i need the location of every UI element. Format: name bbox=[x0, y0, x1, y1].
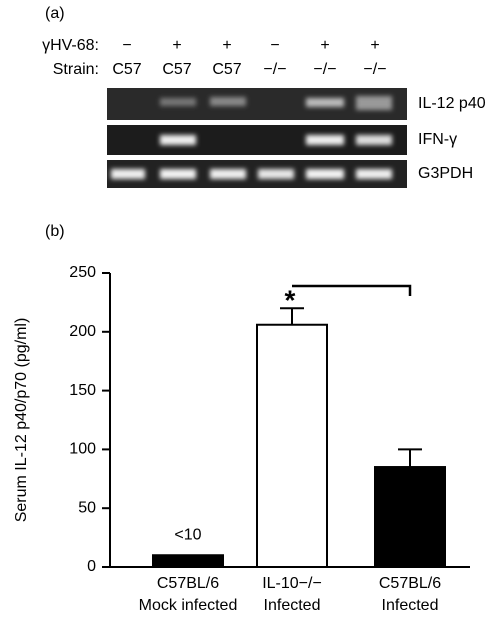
y-tick-label: 150 bbox=[69, 382, 96, 399]
y-tick-label: 50 bbox=[78, 499, 96, 516]
y-axis-label: Serum IL-12 p40/p70 (pg/ml) bbox=[13, 318, 30, 523]
lane-label: + bbox=[172, 37, 181, 54]
gel-bands bbox=[111, 96, 392, 179]
y-tick-label: 200 bbox=[69, 323, 96, 340]
annotation: * bbox=[285, 284, 296, 315]
x-tick-label: Infected bbox=[382, 597, 439, 614]
lane-label: + bbox=[320, 37, 329, 54]
bar bbox=[256, 323, 328, 568]
panel-label: (b) bbox=[45, 223, 65, 240]
lane-label: + bbox=[370, 37, 379, 54]
x-tick-label: Infected bbox=[264, 597, 321, 614]
lane-label: C57 bbox=[212, 61, 241, 78]
y-tick-label: 0 bbox=[87, 558, 96, 575]
bar bbox=[152, 554, 224, 568]
bar bbox=[374, 466, 446, 569]
gel-image bbox=[107, 88, 407, 188]
lane-label: −/− bbox=[313, 61, 336, 78]
x-tick-label: IL-10−/− bbox=[262, 575, 322, 592]
row-label: Strain: bbox=[53, 61, 99, 78]
band-label: G3PDH bbox=[418, 165, 473, 182]
band-label: IL-12 p40 bbox=[418, 95, 486, 112]
lane-label: C57 bbox=[162, 61, 191, 78]
x-tick-label: Mock infected bbox=[139, 597, 238, 614]
lane-label: − bbox=[122, 37, 131, 54]
lane-label: −/− bbox=[263, 61, 286, 78]
lane-label: C57 bbox=[112, 61, 141, 78]
value-label: <10 bbox=[174, 526, 201, 543]
band-label: IFN-γ bbox=[418, 131, 457, 148]
x-tick-label: C57BL/6 bbox=[157, 575, 219, 592]
x-tick-label: C57BL/6 bbox=[379, 575, 441, 592]
panel-label: (a) bbox=[45, 5, 65, 22]
row-label: γHV-68: bbox=[42, 37, 99, 54]
y-tick-label: 250 bbox=[69, 264, 96, 281]
lane-label: −/− bbox=[363, 61, 386, 78]
y-tick-label: 100 bbox=[69, 441, 96, 458]
lane-label: + bbox=[222, 37, 231, 54]
lane-label: − bbox=[270, 37, 279, 54]
significance-bracket bbox=[292, 284, 412, 296]
